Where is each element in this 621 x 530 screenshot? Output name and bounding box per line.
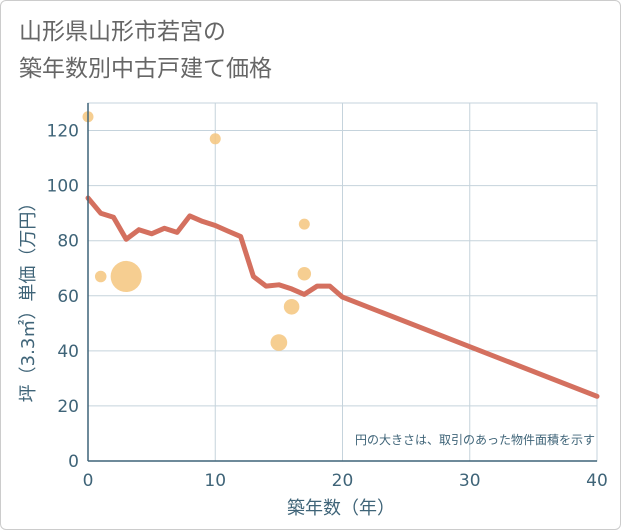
y-tick-label: 0 (68, 452, 79, 472)
y-tick-label: 40 (57, 342, 79, 362)
axes (87, 103, 597, 462)
y-tick-label: 20 (57, 397, 79, 417)
y-axis-label: 坪（3.3㎡）単価（万円） (17, 194, 39, 403)
y-tick-label: 60 (57, 287, 79, 307)
trend-layer (85, 195, 600, 399)
x-tick-label: 0 (83, 471, 94, 491)
x-tick-label: 30 (459, 471, 481, 491)
y-tick-label: 100 (47, 177, 79, 197)
bubble-layer (82, 111, 312, 351)
data-bubble (94, 270, 107, 283)
chart-title: 山形県山形市若宮の 築年数別中古戸建て価格 (19, 14, 272, 88)
data-bubble (283, 299, 300, 315)
y-tick-label: 120 (47, 122, 79, 142)
x-tick-label: 40 (586, 471, 608, 491)
x-tick-label: 20 (332, 471, 354, 491)
x-axis-label: 築年数（年） (287, 498, 395, 519)
chart-title-line-2: 築年数別中古戸建て価格 (19, 56, 272, 82)
data-bubble (270, 334, 288, 351)
data-bubble (297, 267, 312, 281)
y-tick-label: 80 (57, 232, 79, 252)
data-bubble (298, 218, 310, 230)
trend-line (85, 195, 600, 399)
data-bubble (110, 260, 142, 293)
x-tick-label: 10 (204, 471, 226, 491)
tick-labels: 0 20 40 60 80 100 120 0 10 20 30 40 (47, 122, 608, 491)
chart-title-line-1: 山形県山形市若宮の (19, 19, 226, 45)
bubble-size-note: 円の大きさは、取引のあった物件面積を示す (355, 432, 595, 447)
data-bubble (209, 133, 221, 145)
grid-lines (87, 102, 598, 462)
